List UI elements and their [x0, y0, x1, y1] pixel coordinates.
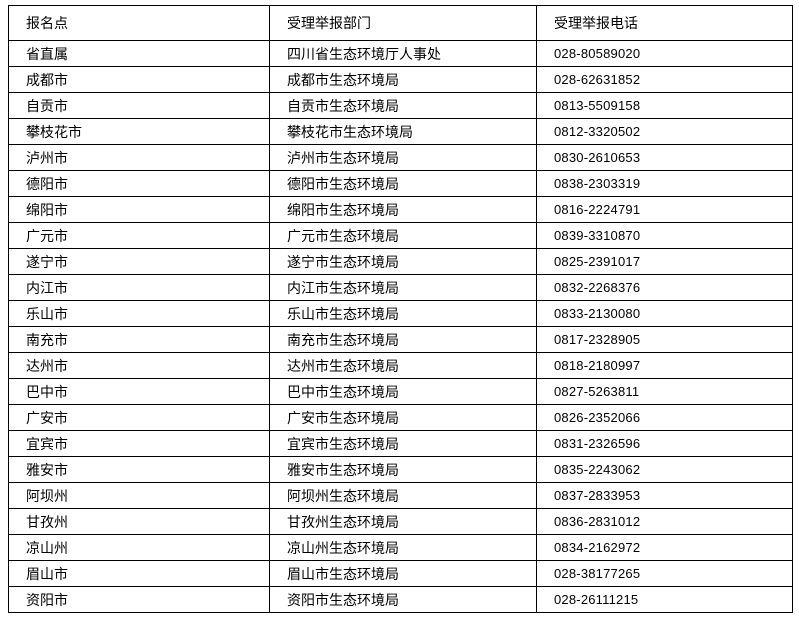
department-cell: 广安市生态环境局	[269, 404, 537, 431]
phone-cell: 0812-3320502	[536, 118, 793, 145]
header-department: 受理举报部门	[269, 5, 537, 41]
report-contact-table: 报名点 受理举报部门 受理举报电话 省直属 四川省生态环境厅人事处 028-8058…	[8, 5, 793, 613]
registration-point-cell: 广安市	[8, 404, 270, 431]
header-phone: 受理举报电话	[536, 5, 793, 41]
registration-point-cell: 内江市	[8, 274, 270, 301]
department-cell: 巴中市生态环境局	[269, 378, 537, 405]
phone-cell: 0818-2180997	[536, 352, 793, 379]
registration-point-cell: 攀枝花市	[8, 118, 270, 145]
table-body: 省直属 四川省生态环境厅人事处 028-80589020 成都市 成都市生态环境局 028…	[8, 40, 793, 613]
phone-cell: 028-38177265	[536, 560, 793, 587]
department-cell: 内江市生态环境局	[269, 274, 537, 301]
department-cell: 甘孜州生态环境局	[269, 508, 537, 535]
table-row: 资阳市 资阳市生态环境局 028-26111215	[8, 586, 793, 613]
registration-point-cell: 成都市	[8, 66, 270, 93]
phone-cell: 0832-2268376	[536, 274, 793, 301]
table-row: 凉山州 凉山州生态环境局 0834-2162972	[8, 534, 793, 561]
department-cell: 绵阳市生态环境局	[269, 196, 537, 223]
table-row: 巴中市 巴中市生态环境局 0827-5263811	[8, 378, 793, 405]
phone-cell: 028-26111215	[536, 586, 793, 613]
table-row: 广元市 广元市生态环境局 0839-3310870	[8, 222, 793, 249]
registration-point-cell: 省直属	[8, 40, 270, 67]
table-row: 乐山市 乐山市生态环境局 0833-2130080	[8, 300, 793, 327]
registration-point-cell: 甘孜州	[8, 508, 270, 535]
department-cell: 攀枝花市生态环境局	[269, 118, 537, 145]
registration-point-cell: 绵阳市	[8, 196, 270, 223]
table-row: 内江市 内江市生态环境局 0832-2268376	[8, 274, 793, 301]
registration-point-cell: 达州市	[8, 352, 270, 379]
registration-point-cell: 眉山市	[8, 560, 270, 587]
phone-cell: 0834-2162972	[536, 534, 793, 561]
phone-cell: 0826-2352066	[536, 404, 793, 431]
registration-point-cell: 资阳市	[8, 586, 270, 613]
table-row: 达州市 达州市生态环境局 0818-2180997	[8, 352, 793, 379]
table-row: 南充市 南充市生态环境局 0817-2328905	[8, 326, 793, 353]
table-row: 攀枝花市 攀枝花市生态环境局 0812-3320502	[8, 118, 793, 145]
phone-cell: 0831-2326596	[536, 430, 793, 457]
phone-cell: 0839-3310870	[536, 222, 793, 249]
phone-cell: 0813-5509158	[536, 92, 793, 119]
registration-point-cell: 遂宁市	[8, 248, 270, 275]
phone-cell: 0816-2224791	[536, 196, 793, 223]
department-cell: 雅安市生态环境局	[269, 456, 537, 483]
table-row: 眉山市 眉山市生态环境局 028-38177265	[8, 560, 793, 587]
phone-cell: 0838-2303319	[536, 170, 793, 197]
department-cell: 泸州市生态环境局	[269, 144, 537, 171]
department-cell: 宜宾市生态环境局	[269, 430, 537, 457]
phone-cell: 0835-2243062	[536, 456, 793, 483]
registration-point-cell: 雅安市	[8, 456, 270, 483]
department-cell: 资阳市生态环境局	[269, 586, 537, 613]
department-cell: 乐山市生态环境局	[269, 300, 537, 327]
table-row: 自贡市 自贡市生态环境局 0813-5509158	[8, 92, 793, 119]
registration-point-cell: 巴中市	[8, 378, 270, 405]
header-row: 报名点 受理举报部门 受理举报电话	[8, 5, 793, 41]
department-cell: 自贡市生态环境局	[269, 92, 537, 119]
registration-point-cell: 广元市	[8, 222, 270, 249]
phone-cell: 028-62631852	[536, 66, 793, 93]
registration-point-cell: 乐山市	[8, 300, 270, 327]
phone-cell: 0817-2328905	[536, 326, 793, 353]
table-row: 宜宾市 宜宾市生态环境局 0831-2326596	[8, 430, 793, 457]
department-cell: 四川省生态环境厅人事处	[269, 40, 537, 67]
department-cell: 德阳市生态环境局	[269, 170, 537, 197]
department-cell: 南充市生态环境局	[269, 326, 537, 353]
department-cell: 眉山市生态环境局	[269, 560, 537, 587]
department-cell: 阿坝州生态环境局	[269, 482, 537, 509]
table-header: 报名点 受理举报部门 受理举报电话	[8, 5, 793, 41]
registration-point-cell: 南充市	[8, 326, 270, 353]
table-row: 阿坝州 阿坝州生态环境局 0837-2833953	[8, 482, 793, 509]
registration-point-cell: 德阳市	[8, 170, 270, 197]
department-cell: 成都市生态环境局	[269, 66, 537, 93]
phone-cell: 0836-2831012	[536, 508, 793, 535]
phone-cell: 0833-2130080	[536, 300, 793, 327]
department-cell: 遂宁市生态环境局	[269, 248, 537, 275]
table-row: 遂宁市 遂宁市生态环境局 0825-2391017	[8, 248, 793, 275]
table-row: 泸州市 泸州市生态环境局 0830-2610653	[8, 144, 793, 171]
registration-point-cell: 自贡市	[8, 92, 270, 119]
phone-cell: 0825-2391017	[536, 248, 793, 275]
table-row: 省直属 四川省生态环境厅人事处 028-80589020	[8, 40, 793, 67]
registration-point-cell: 泸州市	[8, 144, 270, 171]
registration-point-cell: 阿坝州	[8, 482, 270, 509]
phone-cell: 0830-2610653	[536, 144, 793, 171]
department-cell: 达州市生态环境局	[269, 352, 537, 379]
table-row: 广安市 广安市生态环境局 0826-2352066	[8, 404, 793, 431]
header-registration-point: 报名点	[8, 5, 270, 41]
table-row: 绵阳市 绵阳市生态环境局 0816-2224791	[8, 196, 793, 223]
table-row: 德阳市 德阳市生态环境局 0838-2303319	[8, 170, 793, 197]
table-row: 雅安市 雅安市生态环境局 0835-2243062	[8, 456, 793, 483]
table-row: 成都市 成都市生态环境局 028-62631852	[8, 66, 793, 93]
phone-cell: 028-80589020	[536, 40, 793, 67]
department-cell: 凉山州生态环境局	[269, 534, 537, 561]
phone-cell: 0827-5263811	[536, 378, 793, 405]
registration-point-cell: 凉山州	[8, 534, 270, 561]
department-cell: 广元市生态环境局	[269, 222, 537, 249]
phone-cell: 0837-2833953	[536, 482, 793, 509]
table-row: 甘孜州 甘孜州生态环境局 0836-2831012	[8, 508, 793, 535]
registration-point-cell: 宜宾市	[8, 430, 270, 457]
